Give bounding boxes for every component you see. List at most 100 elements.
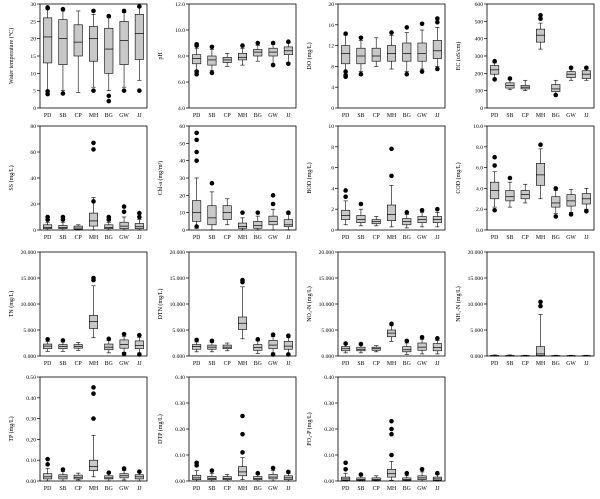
x-category-label: SB	[208, 361, 215, 367]
box-GW	[417, 467, 427, 482]
outlier-point	[358, 341, 364, 347]
iqr-box	[207, 476, 217, 481]
outlier-point	[91, 8, 96, 14]
outlier-point	[358, 201, 364, 207]
y-axis-label: TN (mg/L)	[8, 291, 15, 318]
x-category-label: SB	[59, 235, 66, 241]
box-CP	[73, 224, 83, 231]
iqr-box	[192, 474, 202, 480]
x-category-label: SB	[506, 113, 513, 119]
x-category-label: CP	[224, 235, 231, 241]
y-axis-label: NO₃-N (mg/L)	[306, 286, 313, 322]
iqr-box	[237, 222, 248, 229]
box-SB	[505, 354, 515, 357]
outlier-point	[137, 214, 142, 220]
y-tick-label: 0.0	[476, 228, 483, 234]
iqr-box	[192, 200, 202, 222]
box-GW	[119, 204, 129, 231]
y-tick-label: 4	[331, 85, 334, 91]
outlier-point	[106, 93, 112, 99]
y-tick-label: 0.50	[26, 375, 36, 381]
x-category-label: PD	[44, 113, 51, 119]
y-tick-label: 30	[30, 2, 36, 8]
x-category-label: SB	[208, 486, 215, 492]
x-category-label: JJ	[435, 361, 440, 367]
box-GW	[119, 466, 129, 481]
x-category-label: JJ	[435, 113, 440, 119]
box-PD	[341, 188, 351, 226]
outlier-point	[286, 61, 291, 67]
y-tick-label: 300	[475, 54, 484, 60]
outlier-point	[389, 30, 394, 35]
iqr-box	[43, 473, 53, 480]
x-category-label: PD	[342, 486, 349, 492]
box-JJ	[283, 469, 293, 482]
y-tick-label: 0.30	[324, 401, 334, 407]
outlier-point	[91, 140, 96, 146]
outlier-point	[121, 204, 127, 209]
iqr-box	[58, 19, 68, 65]
box-MH	[88, 275, 99, 339]
outlier-point	[343, 460, 348, 466]
iqr-box	[88, 26, 99, 62]
outlier-point	[106, 98, 112, 104]
outlier-point	[91, 385, 96, 390]
outlier-point	[568, 212, 574, 217]
y-tick-label: 16	[328, 23, 334, 29]
y-tick-label: 0	[331, 228, 334, 234]
x-category-label: PD	[491, 235, 498, 241]
iqr-box	[134, 223, 144, 229]
box-BG	[551, 79, 561, 98]
x-category-label: MH	[387, 361, 397, 367]
y-tick-label: 0.40	[175, 375, 185, 381]
x-category-label: CP	[373, 235, 380, 241]
y-axis-label: pH	[158, 52, 164, 60]
y-tick-label: 10	[179, 211, 185, 217]
y-tick-label: 5.000	[470, 328, 483, 334]
iqr-box	[386, 468, 397, 478]
iqr-box	[88, 212, 99, 227]
x-category-label: PD	[44, 235, 51, 241]
box-MH	[237, 277, 248, 340]
iqr-box	[535, 346, 546, 356]
outlier-point	[286, 210, 291, 215]
y-tick-label: 0.000	[172, 354, 185, 360]
box-GW	[268, 40, 278, 68]
box-MH	[386, 146, 397, 228]
y-tick-label: 10	[328, 124, 334, 130]
y-tick-label: 10.0	[175, 28, 185, 34]
x-category-label: SB	[59, 361, 66, 367]
x-category-label: MH	[536, 235, 546, 241]
box-SB	[356, 201, 366, 227]
y-tick-label: 0.10	[175, 453, 185, 459]
y-tick-label: 10.000	[170, 302, 186, 308]
outlier-point	[45, 89, 50, 94]
outlier-point	[194, 337, 199, 343]
outlier-point	[343, 341, 348, 346]
box-PD	[490, 154, 500, 213]
outlier-point	[255, 210, 261, 215]
outlier-point	[194, 130, 199, 136]
plot-frame	[337, 125, 446, 231]
y-tick-label: 100	[475, 89, 484, 95]
iqr-box	[43, 224, 53, 230]
x-category-label: PD	[193, 361, 200, 367]
x-category-label: BG	[552, 113, 560, 119]
x-category-label: MH	[238, 486, 248, 492]
y-tick-label: 15	[30, 54, 36, 60]
x-category-label: SB	[59, 486, 66, 492]
box-PD	[192, 337, 202, 353]
y-tick-label: 600	[475, 2, 484, 8]
x-category-label: BG	[403, 235, 411, 241]
outlier-point	[404, 338, 410, 344]
outlier-point	[389, 426, 394, 432]
y-tick-label: 0.10	[26, 458, 36, 464]
x-category-label: GW	[566, 235, 576, 241]
x-category-label: BG	[105, 486, 113, 492]
box-MH	[535, 12, 546, 50]
x-category-label: MH	[89, 361, 99, 367]
x-category-label: PD	[193, 486, 200, 492]
x-category-label: PD	[193, 235, 200, 241]
box-GW	[566, 354, 576, 357]
y-tick-label: 20	[179, 193, 185, 199]
